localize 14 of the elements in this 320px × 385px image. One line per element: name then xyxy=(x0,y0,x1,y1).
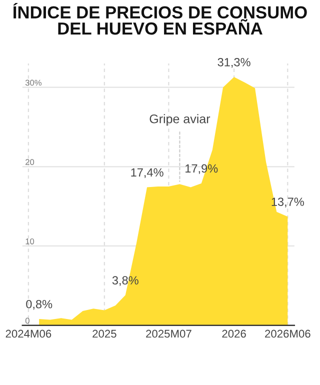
data-label: 0,8% xyxy=(26,300,52,310)
annotation: Gripe aviar xyxy=(150,114,210,126)
x-tick-label: 2025M07 xyxy=(146,330,192,338)
data-label: 31,3% xyxy=(218,58,250,68)
y-tick-label: 0 xyxy=(25,318,30,324)
x-tick-label: 2024M06 xyxy=(6,330,52,338)
x-tick-label: 2026 xyxy=(222,330,246,338)
x-tick-label: 2025 xyxy=(92,330,116,338)
chart-title: ÍNDICE DE PRECIOS DE CONSUMO DEL HUEVO EN ESPAÑA xyxy=(13,2,307,35)
y-tick-label: 30% xyxy=(25,80,42,86)
y-tick-label: 20 xyxy=(26,159,34,166)
x-tick-label: 2026M06 xyxy=(265,330,310,338)
y-tick-label: 10 xyxy=(26,238,34,244)
data-label: 17,4% xyxy=(131,168,164,178)
